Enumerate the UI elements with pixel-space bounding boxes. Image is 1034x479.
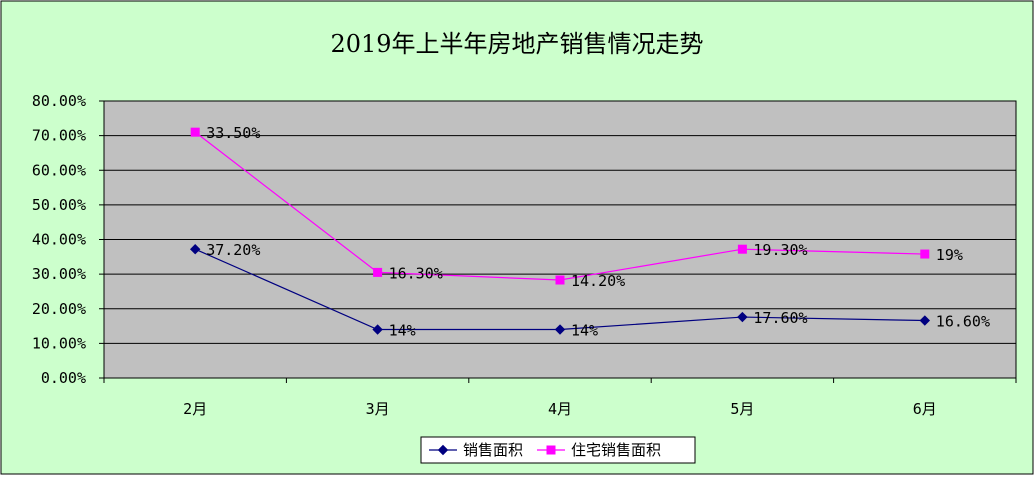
x-tick-label: 3月 [366, 400, 390, 418]
x-tick-label: 6月 [913, 400, 937, 418]
data-labels: 37.20% 14% 14% 17.60% 16.60% 33.50% 16.30% 14.2… [206, 124, 990, 339]
y-tick-label: 20.00% [32, 300, 86, 318]
data-label: 16.60% [936, 313, 990, 331]
y-tick-label: 40.00% [32, 231, 86, 249]
y-tick-label: 0.00% [41, 369, 86, 387]
data-point-diamond [919, 315, 931, 326]
y-tick-label: 30.00% [32, 265, 86, 283]
data-label: 19% [936, 246, 963, 264]
data-point-square [546, 445, 556, 455]
y-tick-label: 10.00% [32, 334, 86, 352]
x-tick-label: 5月 [730, 400, 754, 418]
data-point-diamond [189, 243, 201, 255]
y-tick-label: 70.00% [32, 127, 86, 145]
data-point-square [737, 244, 747, 254]
axes: 0.00% 10.00% 20.00% 30.00% 40.00% 50.00% 60.00… [32, 92, 1017, 418]
x-tick-label: 2月 [183, 400, 207, 418]
grid-lines [104, 135, 1016, 344]
chart-title: 2019年上半年房地产销售情况走势 [330, 30, 703, 58]
y-tick-label: 80.00% [32, 92, 86, 110]
data-label: 17.60% [753, 309, 807, 327]
y-tick-label: 60.00% [32, 161, 86, 179]
data-point-square [373, 267, 383, 277]
data-point-diamond [437, 444, 449, 456]
x-tick-label: 4月 [548, 400, 572, 418]
data-label: 14% [389, 322, 416, 340]
data-label: 14.20% [571, 272, 625, 290]
data-point-square [190, 127, 200, 137]
data-point-square [920, 249, 930, 259]
legend-label-1: 销售面积 [463, 441, 523, 459]
data-point-square [555, 275, 565, 285]
data-point-diamond [372, 324, 383, 335]
data-label: 16.30% [389, 264, 443, 282]
data-label: 37.20% [206, 241, 260, 259]
data-label: 33.50% [206, 124, 260, 142]
data-label: 19.30% [753, 241, 807, 259]
series-group [189, 127, 931, 335]
legend: 销售面积 住宅销售面积 [420, 436, 696, 464]
data-point-diamond [737, 311, 748, 323]
data-label: 14% [571, 322, 598, 340]
data-point-diamond [554, 324, 566, 335]
y-tick-label: 50.00% [32, 196, 86, 214]
legend-label-2: 住宅销售面积 [571, 441, 661, 459]
